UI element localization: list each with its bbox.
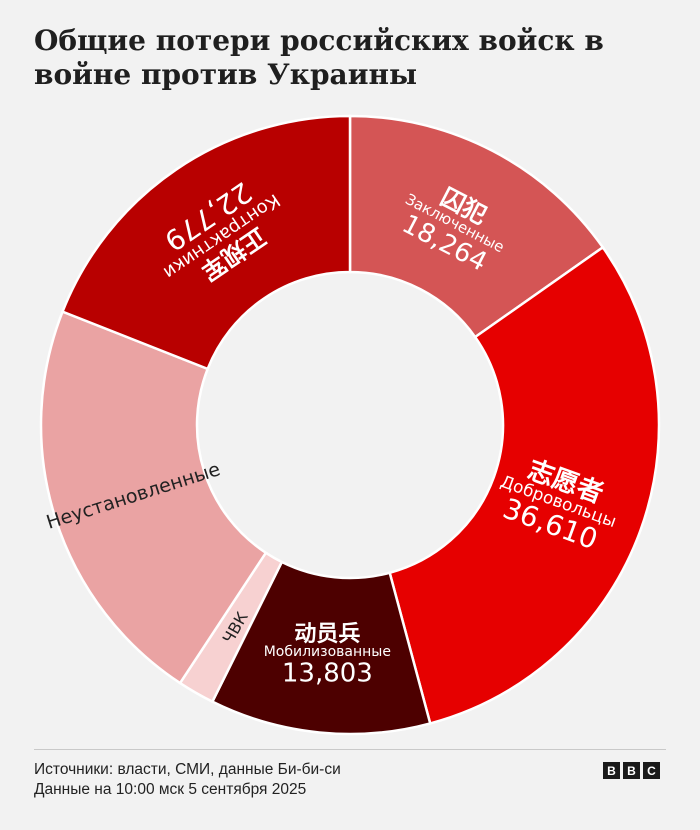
sources-text: Источники: власти, СМИ, данные Би-би-си: [34, 761, 341, 778]
slice-1: [388, 245, 661, 725]
bbc-logo-letter-3: C: [643, 762, 660, 779]
slice-4: [39, 310, 268, 685]
value-label-2: 13,803: [282, 659, 373, 689]
footer-divider: [34, 749, 666, 750]
chinese-label-2: 动员兵: [294, 622, 360, 647]
category-label-2: Мобилизованные: [264, 644, 391, 660]
slice-0: [348, 114, 605, 339]
bbc-logo-letter-1: B: [603, 762, 620, 779]
slice-2: [210, 560, 432, 736]
date-text: Данные на 10:00 мск 5 сентября 2025: [34, 781, 307, 798]
slice-5: [60, 114, 352, 371]
donut-chart: 囚犯 Заключенные 18,264 志愿者 Добровольцы 36,610 动…: [0, 100, 700, 745]
page-title: Общие потери российских войск в войне пр…: [34, 24, 604, 91]
footer: Источники: власти, СМИ, данные Би-би-си …: [34, 760, 341, 800]
bbc-logo: B B C: [603, 762, 660, 779]
bbc-logo-letter-2: B: [623, 762, 640, 779]
donut-svg: 囚犯Заключенные18,264志愿者Добровольцы36,610动…: [39, 114, 661, 736]
